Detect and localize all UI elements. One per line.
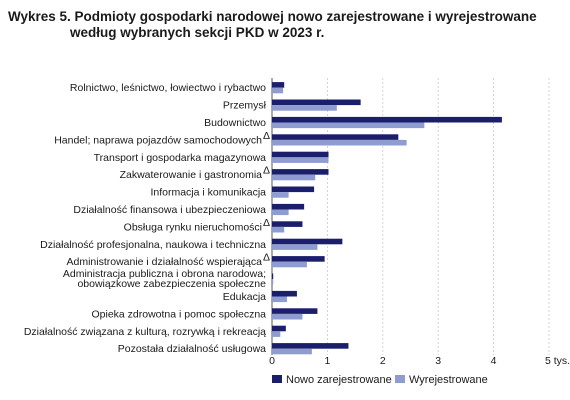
bar-nowo-zarejestrowane — [272, 221, 303, 227]
bar-wyrejestrowane — [272, 296, 287, 303]
bar-nowo-zarejestrowane — [272, 325, 286, 332]
bar-wyrejestrowane — [272, 279, 274, 285]
category-label: Administrowanie i działalność wspierając… — [66, 256, 262, 268]
x-tick-label: 5 tys. — [545, 355, 570, 367]
bar-nowo-zarejestrowane — [272, 343, 349, 349]
bar-nowo-zarejestrowane — [272, 203, 305, 210]
bar-wyrejestrowane — [272, 87, 284, 94]
bar-wyrejestrowane — [272, 122, 425, 129]
bar-nowo-zarejestrowane — [272, 134, 399, 140]
bar-wyrejestrowane — [272, 105, 337, 111]
bar-wyrejestrowane — [272, 348, 312, 355]
category-label: Przemysł — [223, 100, 267, 112]
bar-nowo-zarejestrowane — [272, 290, 297, 297]
bar-wyrejestrowane — [272, 209, 289, 216]
bar-nowo-zarejestrowane — [272, 186, 315, 193]
bar-nowo-zarejestrowane — [272, 151, 329, 158]
category-label-delta-mark: Δ — [263, 217, 270, 229]
legend-label-nowo-zarejestrowane: Nowo zarejestrowane — [286, 374, 392, 386]
bar-wyrejestrowane — [272, 174, 316, 181]
x-axis: 0 1 2 3 4 5 tys. — [269, 355, 570, 367]
bar-nowo-zarejestrowane — [272, 82, 285, 88]
x-tick-label: 2 — [380, 355, 386, 367]
category-label: Obsługa rynku nieruchomości — [124, 221, 262, 233]
bar-wyrejestrowane — [272, 157, 329, 163]
category-label: Administracja publiczna i obrona narodow… — [63, 268, 266, 280]
bar-wyrejestrowane — [272, 192, 289, 198]
bar-wyrejestrowane — [272, 244, 318, 250]
category-label: Edukacja — [223, 291, 266, 303]
chart-title: Wykres 5. Podmioty gospodarki narodowej … — [8, 9, 537, 41]
bar-wyrejestrowane — [272, 331, 281, 337]
x-tick-label: 3 — [435, 355, 441, 367]
bar-nowo-zarejestrowane — [272, 273, 274, 280]
legend-swatch-nowo-zarejestrowane — [272, 375, 282, 383]
bar-wyrejestrowane — [272, 261, 307, 268]
category-label: Działalność finansowa i ubezpieczeniowa — [73, 204, 266, 216]
category-label-delta-mark: Δ — [263, 252, 270, 264]
x-tick-label: 1 — [324, 355, 330, 367]
bar-nowo-zarejestrowane — [272, 116, 502, 123]
chart-title-line2: według wybranych sekcji PKD w 2023 r. — [70, 25, 325, 40]
legend: Nowo zarejestrowane Wyrejestrowane — [272, 374, 488, 386]
category-label: Informacja i komunikacja — [150, 187, 266, 199]
bar-wyrejestrowane — [272, 139, 407, 146]
category-label: Rolnictwo, leśnictwo, łowiectwo i rybact… — [70, 82, 266, 94]
bars — [272, 82, 502, 355]
legend-swatch-wyrejestrowane — [395, 375, 405, 383]
category-label: Pozostała działalność usługowa — [118, 343, 266, 355]
category-label: Transport i gospodarka magazynowa — [94, 152, 267, 164]
bar-nowo-zarejestrowane — [272, 99, 361, 106]
bar-nowo-zarejestrowane — [272, 256, 325, 262]
x-tick-label: 0 — [269, 355, 275, 367]
x-tick-label: 4 — [491, 355, 497, 367]
category-label-delta-mark: Δ — [263, 165, 270, 177]
category-label: Działalność związana z kulturą, rozrywką… — [24, 326, 266, 338]
category-label: obowiązkowe zabezpieczenia społeczne — [77, 278, 266, 290]
bar-nowo-zarejestrowane — [272, 238, 343, 245]
bar-nowo-zarejestrowane — [272, 308, 318, 314]
bar-wyrejestrowane — [272, 313, 303, 320]
category-label: Budownictwo — [204, 117, 266, 129]
category-label: Handel; naprawa pojazdów samochodowych — [54, 134, 262, 146]
bar-wyrejestrowane — [272, 226, 285, 233]
category-label: Opieka zdrowotna i pomoc społeczna — [91, 308, 266, 320]
category-label: Działalność profesjonalna, naukowa i tec… — [40, 239, 266, 251]
category-labels: Rolnictwo, leśnictwo, łowiectwo i rybact… — [24, 82, 270, 355]
bar-nowo-zarejestrowane — [272, 169, 329, 175]
chart-title-line1: Wykres 5. Podmioty gospodarki narodowej … — [8, 9, 537, 24]
category-label-delta-mark: Δ — [263, 130, 270, 142]
category-label: Zakwaterowanie i gastronomia — [120, 169, 263, 181]
legend-label-wyrejestrowane: Wyrejestrowane — [409, 374, 488, 386]
